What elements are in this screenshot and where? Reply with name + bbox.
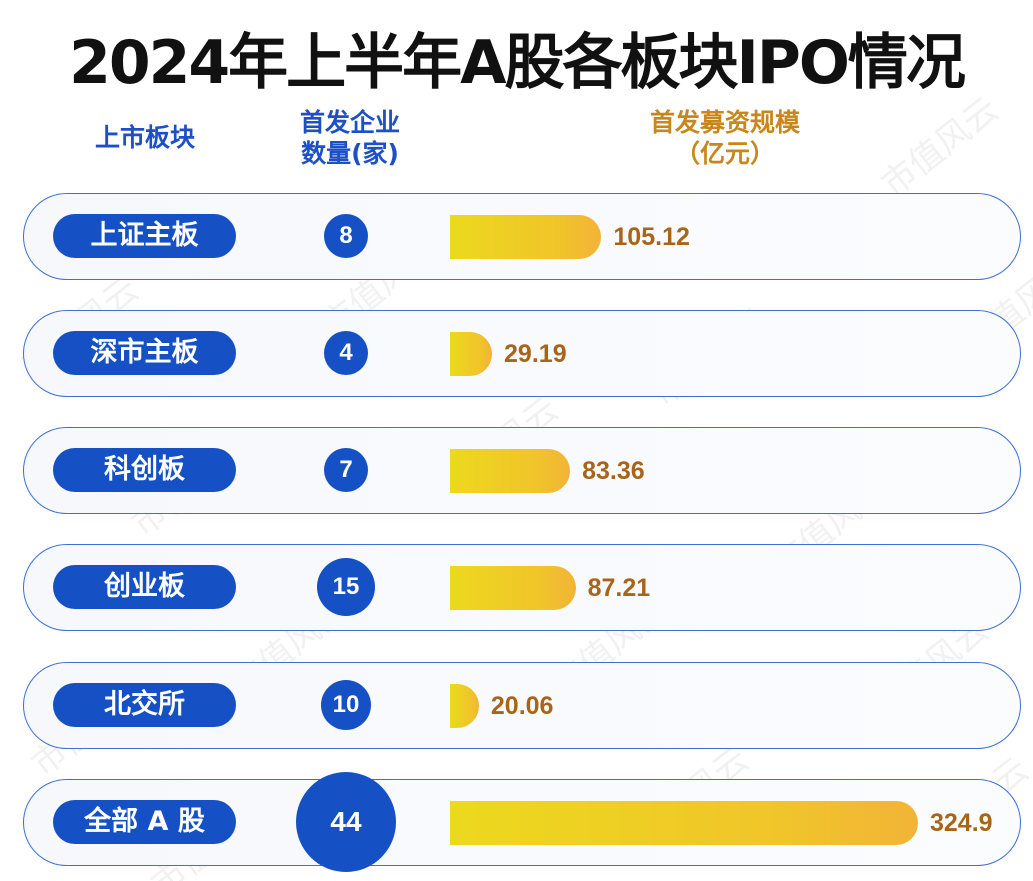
amount-value-label: 29.19 (504, 340, 567, 368)
amount-value-label: 324.9 (930, 809, 993, 837)
amount-bar (450, 215, 602, 259)
bar-row: 全部 A 股 44 324.9 (23, 772, 1021, 872)
count-circle: 4 (324, 331, 368, 375)
count-circle: 15 (317, 558, 375, 616)
category-label: 科创板 (53, 448, 236, 492)
header-amount: 首发募资规模 （亿元） (649, 108, 800, 168)
amount-value-label: 20.06 (490, 692, 554, 720)
category-label: 上证主板 (53, 214, 236, 258)
amount-bar (450, 332, 493, 376)
chart-title: 2024年上半年A股各板块IPO情况 (69, 28, 966, 98)
header-count: 首发企业 数量(家) (299, 108, 400, 168)
bar-row: 科创板 7 83.36 (23, 427, 1021, 514)
amount-bar (450, 449, 571, 493)
bar-row: 上证主板 8 105.12 (23, 193, 1021, 280)
category-label: 创业板 (53, 565, 236, 609)
watermark-text: 市值风云 (874, 89, 1007, 205)
bar-row: 北交所 10 20.06 (23, 662, 1021, 749)
amount-value-label: 105.12 (613, 223, 690, 251)
category-label: 全部 A 股 (53, 800, 236, 844)
count-circle: 7 (324, 448, 368, 492)
amount-bar (450, 801, 918, 845)
amount-value-label: 87.21 (587, 574, 651, 602)
amount-bar (450, 684, 479, 728)
count-circle: 8 (324, 214, 368, 258)
bar-row: 创业板 15 87.21 (23, 544, 1021, 631)
count-circle: 44 (296, 772, 396, 872)
bar-row: 深市主板 4 29.19 (23, 310, 1021, 397)
amount-bar (450, 566, 576, 610)
category-label: 北交所 (53, 683, 236, 727)
category-label: 深市主板 (53, 331, 236, 375)
amount-value-label: 83.36 (582, 457, 645, 485)
header-board: 上市板块 (94, 123, 195, 152)
count-circle: 10 (321, 680, 371, 730)
